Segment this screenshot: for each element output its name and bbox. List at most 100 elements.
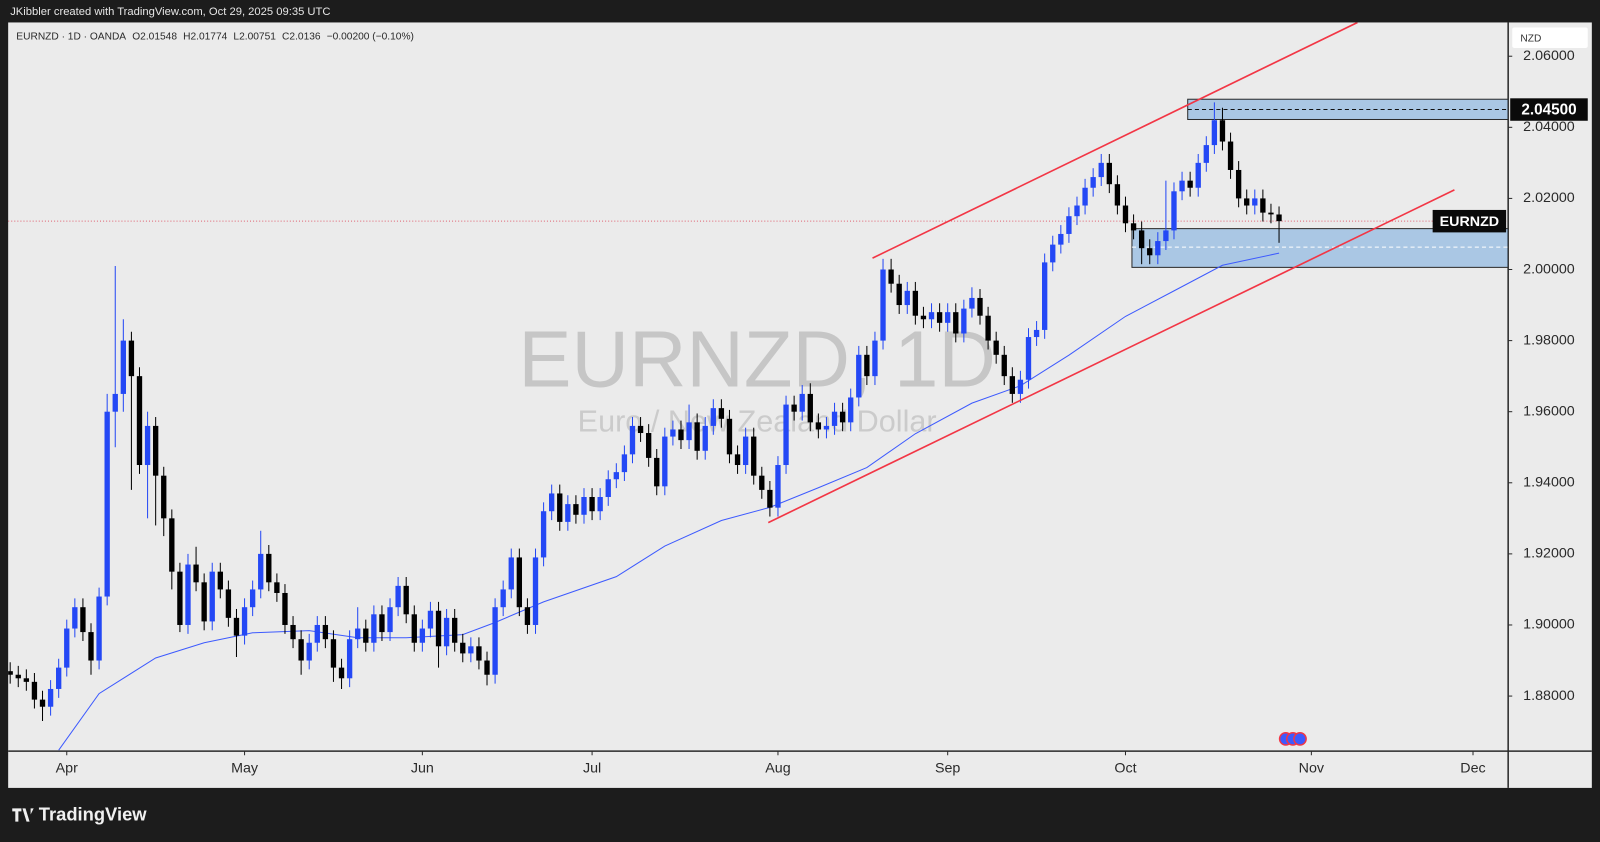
- candle-body: [120, 340, 126, 394]
- y-tick-label: 1.96000: [1523, 403, 1575, 419]
- candle-body: [549, 493, 555, 512]
- candle-body: [985, 315, 991, 341]
- trendline: [872, 22, 1358, 259]
- candle-body: [56, 667, 62, 689]
- candle-body: [403, 585, 409, 615]
- candle-body: [1138, 230, 1145, 249]
- candle-body: [565, 504, 571, 522]
- candle-body: [645, 433, 652, 458]
- candle-body: [1033, 329, 1040, 338]
- candle-body: [1074, 205, 1080, 217]
- event-icons[interactable]: [1278, 732, 1307, 746]
- candle-body: [8, 671, 13, 675]
- candle-body: [144, 425, 151, 466]
- candle-body: [419, 628, 426, 643]
- x-tick-label: Jul: [583, 760, 601, 776]
- zone: [1131, 228, 1509, 268]
- candle-body: [460, 642, 466, 654]
- candle-body: [128, 340, 135, 377]
- candle-body: [152, 425, 159, 476]
- candle-body: [621, 454, 628, 473]
- candle-body: [1090, 177, 1096, 188]
- candle-body: [508, 557, 514, 590]
- candle-body: [864, 354, 870, 377]
- candle-body: [799, 393, 805, 412]
- y-tick-label: 1.94000: [1523, 475, 1575, 491]
- candle-body: [1082, 187, 1088, 206]
- level-tag-label: 2.04500: [1521, 102, 1576, 119]
- candle-body: [64, 628, 70, 668]
- legend-ohlc-value: 2.00751: [239, 31, 276, 42]
- candle-body: [209, 571, 215, 622]
- candle-body: [468, 646, 474, 654]
- candle-body: [476, 646, 482, 661]
- candle-body: [670, 429, 676, 437]
- candle-body: [452, 617, 458, 643]
- y-tick-label: 1.92000: [1523, 546, 1575, 562]
- candle-body: [702, 425, 708, 451]
- candle-body: [274, 582, 280, 593]
- candle-body: [1171, 191, 1177, 231]
- candle-body: [1041, 262, 1048, 330]
- candle-body: [993, 340, 999, 355]
- currency-box[interactable]: [1512, 27, 1588, 48]
- candle-body: [1203, 145, 1209, 163]
- y-tick-label: 1.98000: [1523, 332, 1575, 348]
- y-tick-label: 2.04000: [1523, 119, 1575, 135]
- candle-body: [371, 614, 377, 643]
- candle-body: [177, 571, 183, 625]
- y-tick-label: 2.06000: [1523, 48, 1575, 64]
- candle-body: [443, 617, 450, 647]
- logo-mark: [12, 808, 34, 822]
- candle-body: [1155, 241, 1161, 256]
- candle-body: [573, 504, 579, 515]
- candle-body: [557, 493, 563, 522]
- candle-body: [201, 582, 207, 622]
- candle-body: [928, 312, 935, 320]
- candle-body: [767, 489, 773, 508]
- watermark: EURNZD, 1D: [518, 314, 995, 403]
- candle-body: [856, 354, 862, 398]
- candle-body: [1106, 162, 1112, 185]
- candle-body: [492, 607, 498, 675]
- candle-body: [193, 564, 199, 583]
- candle-body: [39, 699, 46, 707]
- y-tick-label: 2.02000: [1523, 190, 1575, 206]
- candle-body: [1001, 354, 1007, 377]
- candle-body: [15, 674, 21, 679]
- currency[interactable]: NZD: [1520, 33, 1541, 44]
- candle-body: [791, 404, 797, 412]
- candle-body: [1187, 180, 1193, 188]
- candle-body: [136, 376, 143, 466]
- candle-body: [1163, 230, 1169, 242]
- legend-change: −0.00200 (−0.10%): [327, 31, 414, 42]
- legend-ohlc-value: 2.0136: [289, 31, 320, 42]
- trendline: [767, 189, 1455, 524]
- candle-body: [872, 340, 878, 377]
- candle-body: [1235, 169, 1242, 199]
- candle-body: [1260, 198, 1266, 213]
- candle-body: [112, 393, 118, 412]
- candle-body: [80, 607, 86, 633]
- candle-body: [363, 628, 369, 643]
- candle-body: [896, 283, 902, 306]
- symbol-tag-label: EURNZD: [1440, 214, 1499, 230]
- candle-body: [783, 404, 789, 466]
- candle-body: [678, 429, 684, 441]
- candle-body: [977, 297, 983, 316]
- candle-body: [346, 639, 353, 679]
- candle-body: [912, 290, 919, 316]
- candle-body: [1219, 120, 1226, 142]
- candle-body: [613, 472, 619, 480]
- candle-body: [1050, 244, 1056, 263]
- candle-body: [880, 269, 886, 341]
- candle-body: [581, 497, 587, 515]
- candle-body: [258, 553, 264, 590]
- candle-body: [266, 553, 272, 583]
- candle-body: [936, 312, 943, 323]
- candle-body: [815, 422, 822, 430]
- x-tick-label: Apr: [56, 760, 78, 776]
- event-icon[interactable]: [1293, 732, 1307, 746]
